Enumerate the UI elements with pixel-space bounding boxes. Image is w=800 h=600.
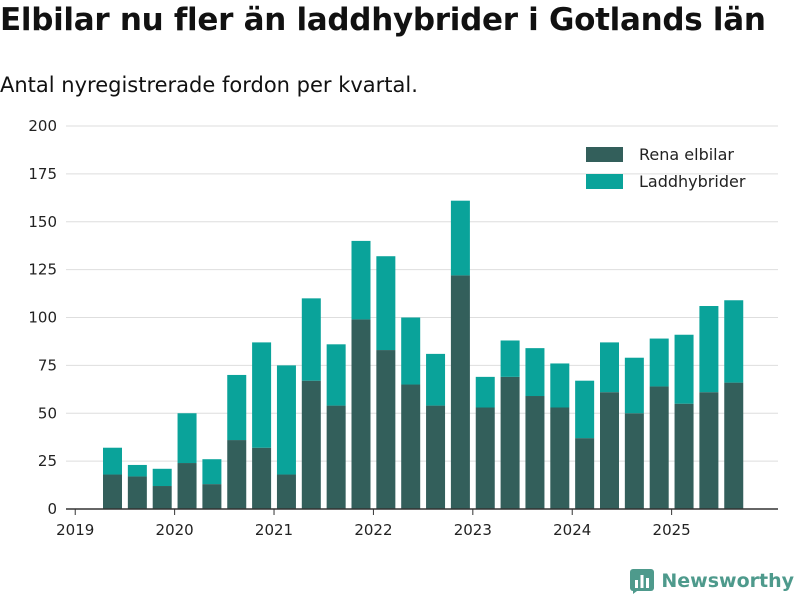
bar-rena-elbilar [103,474,122,509]
legend-swatch [586,147,623,162]
bar-laddhybrider [326,344,346,406]
y-tick-label: 25 [38,452,57,470]
bar-rena-elbilar [326,405,346,509]
bar-laddhybrider [575,380,595,439]
bar-laddhybrider [276,365,296,475]
bar-rena-elbilar [575,438,595,509]
bar-rena-elbilar [426,405,446,509]
bar-laddhybrider [152,468,172,487]
brand-name: Newsworthy [661,570,794,592]
bar-chart-logo-icon [630,569,655,594]
bar-laddhybrider [376,256,396,351]
chart-subtitle: Antal nyregistrerade fordon per kvartal. [0,73,418,97]
x-tick-label: 2024 [553,521,591,539]
bar-rena-elbilar [600,392,619,509]
bar-laddhybrider [500,340,520,377]
bar-laddhybrider [600,342,619,393]
bar-rena-elbilar [252,447,272,509]
x-tick-label: 2025 [653,521,691,539]
legend-label: Rena elbilar [639,145,734,164]
bar-rena-elbilar [649,386,669,509]
bar-rena-elbilar [724,382,744,509]
x-tick-label: 2019 [56,521,94,539]
bar-laddhybrider [103,447,122,475]
bar-rena-elbilar [624,413,644,509]
bar-laddhybrider [127,464,147,477]
bar-rena-elbilar [550,407,570,509]
bar-rena-elbilar [450,275,470,509]
x-tick-label: 2022 [354,521,392,539]
chart-title: Elbilar nu fler än laddhybrider i Gotlan… [0,2,766,38]
bar-rena-elbilar [674,403,694,509]
y-tick-label: 100 [28,309,57,327]
bar-rena-elbilar [152,486,172,509]
bar-laddhybrider [550,363,570,408]
y-tick-label: 175 [28,165,57,183]
bar-rena-elbilar [525,396,545,509]
bar-laddhybrider [450,200,470,276]
bar-laddhybrider [525,348,545,397]
bar-rena-elbilar [177,463,197,509]
bar-laddhybrider [177,413,197,464]
x-tick-label: 2023 [454,521,492,539]
bar-laddhybrider [475,376,495,408]
bar-rena-elbilar [227,440,247,509]
bar-laddhybrider [252,342,272,448]
bar-laddhybrider [202,459,222,485]
bar-rena-elbilar [351,319,371,509]
bar-laddhybrider [426,353,446,406]
bar-laddhybrider [699,306,719,393]
x-tick-label: 2020 [156,521,194,539]
x-axis-ticks: 2019 2020 2021 2022 2023 2024 2025 [56,509,691,539]
bar-rena-elbilar [699,392,719,509]
bar-rena-elbilar [202,484,222,509]
bar-laddhybrider [401,317,421,385]
y-tick-label: 75 [38,356,57,374]
bar-rena-elbilar [376,350,396,509]
gridlines [66,125,778,462]
bar-laddhybrider [301,298,321,381]
bar-laddhybrider [674,334,694,404]
bar-rena-elbilar [475,407,495,509]
y-tick-label: 125 [28,261,57,279]
legend-swatch [586,174,623,189]
bar-rena-elbilar [500,376,520,509]
x-tick-label: 2021 [255,521,293,539]
bar-rena-elbilar [401,384,421,509]
bar-rena-elbilar [276,474,296,509]
bar-rena-elbilar [127,476,147,509]
bar-laddhybrider [624,357,644,414]
y-tick-label: 150 [28,213,57,231]
bar-laddhybrider [227,374,247,441]
bars [103,200,744,509]
bar-laddhybrider [351,240,371,320]
y-tick-label: 0 [47,500,57,518]
legend: Rena elbilar Laddhybrider [586,145,746,191]
legend-label: Laddhybrider [639,172,746,191]
y-tick-label: 200 [28,117,57,135]
bar-laddhybrider [649,338,669,387]
bar-rena-elbilar [301,380,321,509]
brand-logo: Newsworthy [629,568,794,594]
y-tick-label: 50 [38,404,57,422]
bar-laddhybrider [724,300,744,383]
y-axis-ticks: 0 25 50 75 100 125 150 175 200 [28,117,57,518]
